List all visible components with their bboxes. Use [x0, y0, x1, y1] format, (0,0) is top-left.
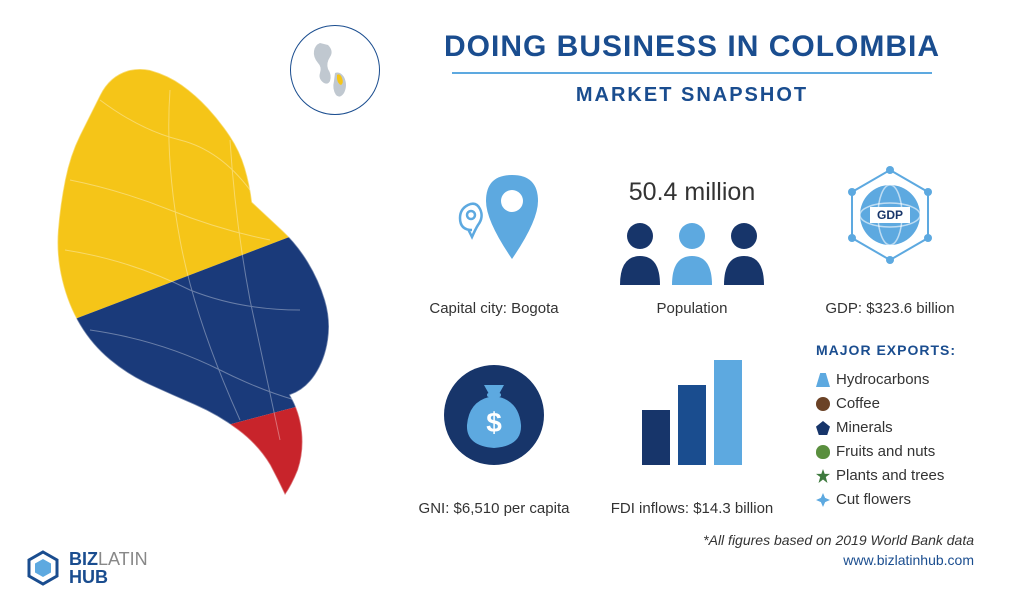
flowers-icon [816, 493, 830, 507]
exports-title: MAJOR EXPORTS: [816, 342, 956, 358]
logo-part2: LATIN [98, 549, 148, 569]
left-panel: BIZLATIN HUB [0, 0, 390, 611]
fdi-bar-2 [678, 385, 706, 465]
gdp-label: GDP: $323.6 billion [825, 300, 954, 317]
stat-capital: Capital city: Bogota [400, 137, 588, 317]
export-label: Cut flowers [836, 488, 911, 512]
coffee-icon [816, 397, 830, 411]
fdi-bar-3 [714, 360, 742, 465]
logo-icon [25, 550, 61, 586]
gdp-hexagon-icon: GDP [830, 155, 950, 275]
right-panel: DOING BUSINESS IN COLOMBIA MARKET SNAPSH… [390, 0, 1024, 611]
minerals-icon [816, 421, 830, 435]
infographic-container: BIZLATIN HUB DOING BUSINESS IN COLOMBIA … [0, 0, 1024, 611]
export-item: Coffee [816, 392, 944, 416]
location-pin-icon [434, 155, 554, 275]
fdi-label: FDI inflows: $14.3 billion [611, 500, 774, 517]
svg-text:$: $ [486, 407, 502, 438]
money-bag-icon: $ [439, 360, 549, 470]
export-label: Fruits and nuts [836, 440, 935, 464]
website-url: www.bizlatinhub.com [400, 552, 984, 568]
globe-inset [290, 25, 380, 115]
gni-label: GNI: $6,510 per capita [419, 500, 570, 517]
population-value: 50.4 million [629, 178, 755, 207]
stat-fdi: FDI inflows: $14.3 billion [598, 337, 786, 517]
stat-population: 50.4 million [598, 137, 786, 317]
subtitle: MARKET SNAPSHOT [400, 84, 984, 107]
export-label: Minerals [836, 416, 893, 440]
hydrocarbons-icon [816, 373, 830, 387]
export-item: Cut flowers [816, 488, 944, 512]
fdi-bar-chart [642, 365, 742, 465]
person-icon [668, 220, 716, 285]
person-icon [616, 220, 664, 285]
export-item: Plants and trees [816, 464, 944, 488]
svg-text:GDP: GDP [877, 208, 903, 222]
people-icons [616, 220, 768, 285]
title-underline [452, 72, 932, 74]
export-item: Fruits and nuts [816, 440, 944, 464]
footnote: *All figures based on 2019 World Bank da… [400, 532, 984, 548]
main-title: DOING BUSINESS IN COLOMBIA [400, 30, 984, 64]
population-label: Population [657, 300, 728, 317]
export-label: Plants and trees [836, 464, 944, 488]
plants-icon [816, 469, 830, 483]
export-label: Hydrocarbons [836, 368, 929, 392]
capital-label: Capital city: Bogota [429, 300, 558, 317]
export-label: Coffee [836, 392, 880, 416]
export-item: Hydrocarbons [816, 368, 944, 392]
logo-part1: BIZ [69, 549, 98, 569]
logo-part3: HUB [69, 568, 148, 586]
fdi-bar-1 [642, 410, 670, 465]
fruits-icon [816, 445, 830, 459]
stat-gdp: GDP GDP: $323.6 billion [796, 137, 984, 317]
logo: BIZLATIN HUB [25, 550, 148, 586]
exports-list: Hydrocarbons Coffee Minerals Fruits and … [816, 368, 944, 512]
export-item: Minerals [816, 416, 944, 440]
colombia-map [20, 40, 360, 520]
stat-gni: $ GNI: $6,510 per capita [400, 337, 588, 517]
logo-text: BIZLATIN HUB [69, 550, 148, 586]
stats-grid: Capital city: Bogota 50.4 million [400, 137, 984, 517]
americas-icon [300, 35, 370, 105]
person-icon [720, 220, 768, 285]
stat-exports: MAJOR EXPORTS: Hydrocarbons Coffee Miner… [796, 337, 984, 517]
